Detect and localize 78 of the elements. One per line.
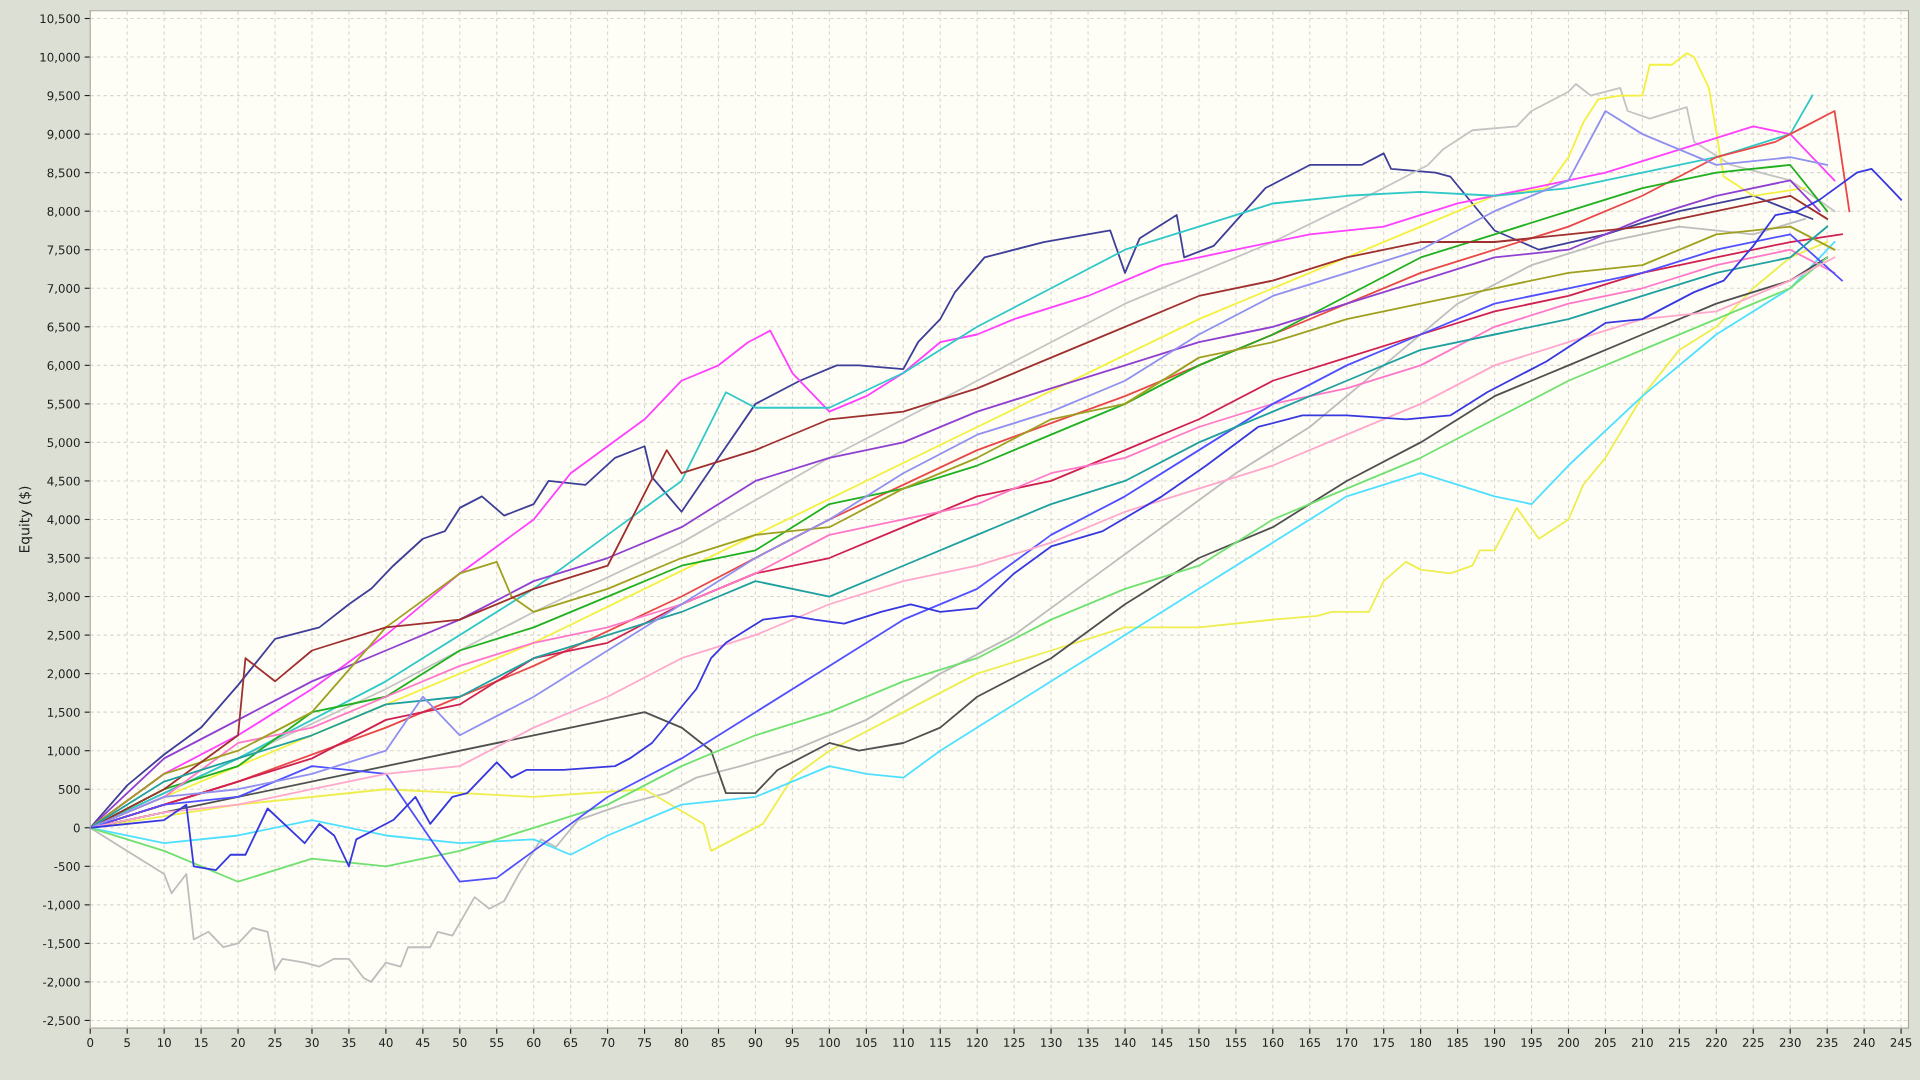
x-tick-label: 20	[231, 1038, 245, 1048]
x-tick-label: 40	[378, 1038, 393, 1048]
x-tick-label: 165	[1299, 1038, 1321, 1048]
x-tick-label: 60	[527, 1038, 541, 1048]
x-tick-label: 25	[268, 1038, 282, 1048]
x-tick-label: 155	[1225, 1038, 1247, 1048]
y-tick-label: -500	[54, 862, 80, 871]
x-tick-label: 90	[748, 1038, 763, 1048]
y-tick-label: 10,500	[40, 14, 80, 25]
x-tick-label: 145	[1152, 1038, 1173, 1048]
y-tick-label: 4,000	[47, 515, 80, 526]
x-tick-label: 230	[1779, 1038, 1801, 1048]
x-tick-label: 85	[711, 1038, 725, 1048]
y-tick-label: 1,500	[48, 707, 80, 719]
y-tick-label: 7,500	[47, 245, 80, 256]
y-tick-label: 0	[73, 823, 80, 833]
x-tick-label: 55	[490, 1038, 504, 1048]
y-tick-label: 3,000	[47, 592, 80, 603]
x-tick-label: 245	[1890, 1038, 1912, 1048]
x-tick-label: 80	[674, 1038, 689, 1048]
x-tick-label: 205	[1595, 1038, 1616, 1048]
x-tick-label: 195	[1521, 1038, 1542, 1048]
x-tick-label: 125	[1004, 1038, 1025, 1048]
x-tick-label: 35	[342, 1038, 356, 1048]
x-tick-label: 225	[1742, 1038, 1764, 1048]
y-tick-label: 3,500	[47, 553, 80, 564]
y-tick-label: -1,500	[43, 939, 80, 950]
x-tick-label: 200	[1558, 1038, 1579, 1048]
y-tick-label: 2,000	[47, 669, 80, 680]
y-tick-label: 8,000	[47, 206, 80, 218]
x-tick-label: 105	[856, 1038, 877, 1048]
x-tick-label: 120	[967, 1038, 988, 1048]
y-tick-label: 10,000	[40, 52, 80, 63]
x-tick-label: 5	[124, 1038, 130, 1048]
x-tick-label: 30	[305, 1038, 319, 1048]
x-tick-label: 220	[1705, 1038, 1727, 1048]
y-tick-label: 5,500	[47, 399, 80, 410]
y-tick-label: 2,500	[47, 630, 80, 641]
x-tick-label: 235	[1816, 1038, 1838, 1048]
x-tick-label: 130	[1041, 1038, 1062, 1048]
x-tick-label: 185	[1447, 1038, 1468, 1048]
x-tick-label: 180	[1410, 1038, 1432, 1048]
x-tick-label: 160	[1262, 1038, 1284, 1048]
x-tick-label: 210	[1631, 1038, 1653, 1048]
y-tick-label: 6,500	[47, 322, 80, 333]
y-tick-label: 4,500	[47, 476, 80, 487]
y-tick-label: 5,000	[47, 438, 80, 449]
x-tick-label: 0	[87, 1038, 94, 1048]
x-tick-label: 45	[415, 1038, 430, 1048]
x-tick-label: 190	[1484, 1038, 1506, 1048]
x-tick-label: 10	[157, 1038, 171, 1048]
x-tick-label: 70	[601, 1038, 615, 1048]
x-tick-label: 100	[819, 1038, 840, 1048]
y-tick-label: 1,000	[48, 746, 80, 757]
x-tick-label: 135	[1078, 1038, 1099, 1048]
y-tick-label: 500	[58, 784, 80, 794]
y-axis-title: Equity ($)	[18, 486, 33, 553]
y-tick-label: -1,000	[43, 900, 80, 911]
y-tick-label: 6,000	[47, 361, 80, 372]
y-tick-label: 9,000	[47, 129, 80, 140]
y-tick-label: 9,500	[47, 91, 80, 102]
x-tick-label: 170	[1336, 1038, 1358, 1048]
x-tick-label: 150	[1188, 1038, 1210, 1048]
x-tick-label: 50	[453, 1038, 467, 1048]
x-tick-label: 65	[563, 1038, 578, 1048]
x-tick-label: 15	[194, 1038, 208, 1048]
x-tick-label: 215	[1668, 1038, 1690, 1048]
y-tick-label: -2,500	[43, 1016, 80, 1027]
x-tick-label: 75	[638, 1038, 652, 1048]
x-tick-label: 110	[893, 1038, 914, 1048]
x-tick-label: 175	[1373, 1038, 1394, 1048]
y-tick-label: -2,000	[43, 977, 80, 988]
y-tick-label: 8,500	[47, 168, 80, 179]
x-tick-label: 95	[785, 1038, 799, 1048]
x-tick-label: 140	[1115, 1038, 1136, 1048]
x-tick-label: 115	[930, 1038, 951, 1048]
y-tick-label: 7,000	[47, 283, 80, 295]
x-tick-label: 240	[1853, 1038, 1875, 1048]
